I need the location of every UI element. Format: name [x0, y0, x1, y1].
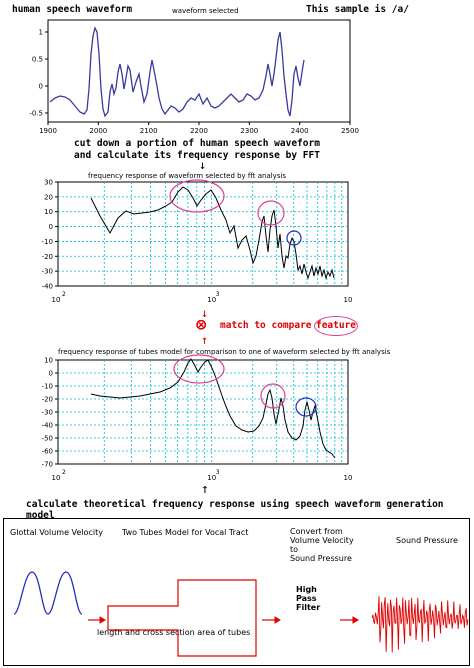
tube-chart-title: frequency response of tubes model for co…	[58, 348, 391, 356]
convert-label-line4: Sound Pressure	[290, 554, 352, 563]
y-tick-label: 20	[44, 193, 53, 201]
x-tick-label: 2000	[89, 127, 107, 134]
tubes-label: Two Tubes Model for Vocal Tract	[122, 528, 249, 537]
formant2-highlight	[257, 200, 285, 226]
convert-label: Convert from Volume Velocity to Sound Pr…	[290, 527, 354, 563]
sample-note: This sample is /a/	[306, 4, 409, 15]
y-tick-label: -40	[42, 422, 53, 430]
sound-pressure-wave	[371, 596, 469, 653]
x-tick-label: 10	[52, 296, 61, 304]
x-tick-exponent: 2	[62, 469, 66, 476]
y-tick-label: -0.5	[29, 110, 43, 118]
caption-theory: calculate theoretical frequency response…	[26, 499, 444, 521]
waveform-line	[49, 26, 305, 118]
y-tick-label: 1	[39, 29, 43, 37]
y-tick-label: -10	[42, 383, 53, 391]
compare-up-arrow-icon: ↑	[201, 333, 209, 347]
generation-model-box	[3, 518, 470, 666]
tube-caption: length and cross section area of tubes	[97, 628, 251, 637]
x-tick-exponent: 3	[216, 291, 220, 298]
y-tick-label: -20	[42, 396, 53, 404]
up-arrow-icon: ↑	[201, 482, 209, 497]
tube-formant2-highlight	[260, 383, 286, 409]
x-tick-label: 10	[344, 296, 353, 304]
y-tick-label: -30	[42, 268, 53, 276]
compare-down-arrow-icon: ↓	[201, 306, 209, 320]
model-diagram	[13, 571, 469, 657]
y-tick-label: 0	[49, 370, 53, 378]
x-tick-label: 2500	[341, 127, 359, 134]
tube-response-line	[90, 358, 336, 459]
formant3-highlight	[286, 230, 302, 246]
x-tick-label: 10	[207, 296, 216, 304]
y-tick-label: 0	[39, 83, 43, 91]
high-pass-filter-label: High Pass Filter	[296, 585, 320, 612]
chart-frame	[57, 181, 349, 287]
x-tick-label: 2200	[190, 127, 208, 134]
two-tubes-outline	[107, 579, 257, 657]
tube-formant1-highlight	[173, 354, 225, 384]
y-tick-label: -40	[42, 283, 53, 291]
waveform-selected-label: waveform selected	[172, 7, 239, 15]
formant1-highlight	[169, 179, 225, 213]
y-tick-label: -30	[42, 409, 53, 417]
convert-label-line3: to	[290, 545, 299, 554]
y-tick-label: -10	[42, 238, 53, 246]
convert-label-line2: Volume Velocity	[290, 536, 354, 545]
y-tick-label: 0	[49, 223, 53, 231]
feature-badge: feature	[314, 316, 358, 336]
waveform-chart: 1 0.5 0 -0.5 1900 2000 2100 2200 2300 2400 2500	[29, 19, 359, 134]
x-tick-label: 10	[344, 474, 353, 482]
page-title: human speech waveform	[12, 4, 133, 15]
y-tick-label: 10	[44, 357, 53, 365]
y-tick-label: -70	[42, 461, 53, 469]
fft-chart-title: frequency response of waveform selected …	[88, 172, 287, 180]
x-tick-label: 2300	[240, 127, 258, 134]
y-tick-label: 30	[44, 179, 53, 187]
y-tick-label: 0.5	[32, 56, 43, 64]
x-tick-label: 1900	[39, 127, 57, 134]
sound-pressure-label: Sound Pressure	[396, 536, 458, 545]
x-tick-label: 2100	[140, 127, 158, 134]
filter-label-line1: High	[296, 585, 317, 594]
down-arrow-icon: ↓	[199, 158, 207, 172]
compare-x-icon: ⊗	[196, 315, 207, 335]
waveform-axes: 1 0.5 0 -0.5 1900 2000 2100 2200 2300 2400 2500	[29, 19, 359, 134]
x-tick-label: 2400	[291, 127, 309, 134]
x-tick-label: 10	[207, 474, 216, 482]
glottal-label: Glottal Volume Velocity	[10, 528, 103, 537]
filter-label-line2: Pass	[296, 594, 317, 603]
arrow-icon-1	[88, 616, 106, 624]
caption-fft-line2: and calculate its frequency response by …	[74, 150, 320, 161]
caption-fft-line1: cut down a portion of human speech wavef…	[74, 138, 320, 149]
fft-response-line	[90, 186, 335, 280]
y-tick-label: -60	[42, 448, 53, 456]
x-tick-label: 10	[52, 474, 61, 482]
arrow-icon-2	[262, 616, 281, 624]
x-tick-exponent: 2	[62, 291, 66, 298]
y-tick-label: 10	[44, 208, 53, 216]
arrow-icon-3	[340, 616, 359, 624]
tube-formant3-highlight	[295, 397, 317, 417]
compare-text: match to compare	[220, 320, 312, 331]
y-tick-label: -20	[42, 253, 53, 261]
x-tick-exponent: 3	[216, 469, 220, 476]
convert-label-line1: Convert from	[290, 527, 343, 536]
filter-label-line3: Filter	[296, 603, 321, 612]
y-tick-label: -50	[42, 435, 53, 443]
glottal-pulses	[13, 571, 83, 615]
